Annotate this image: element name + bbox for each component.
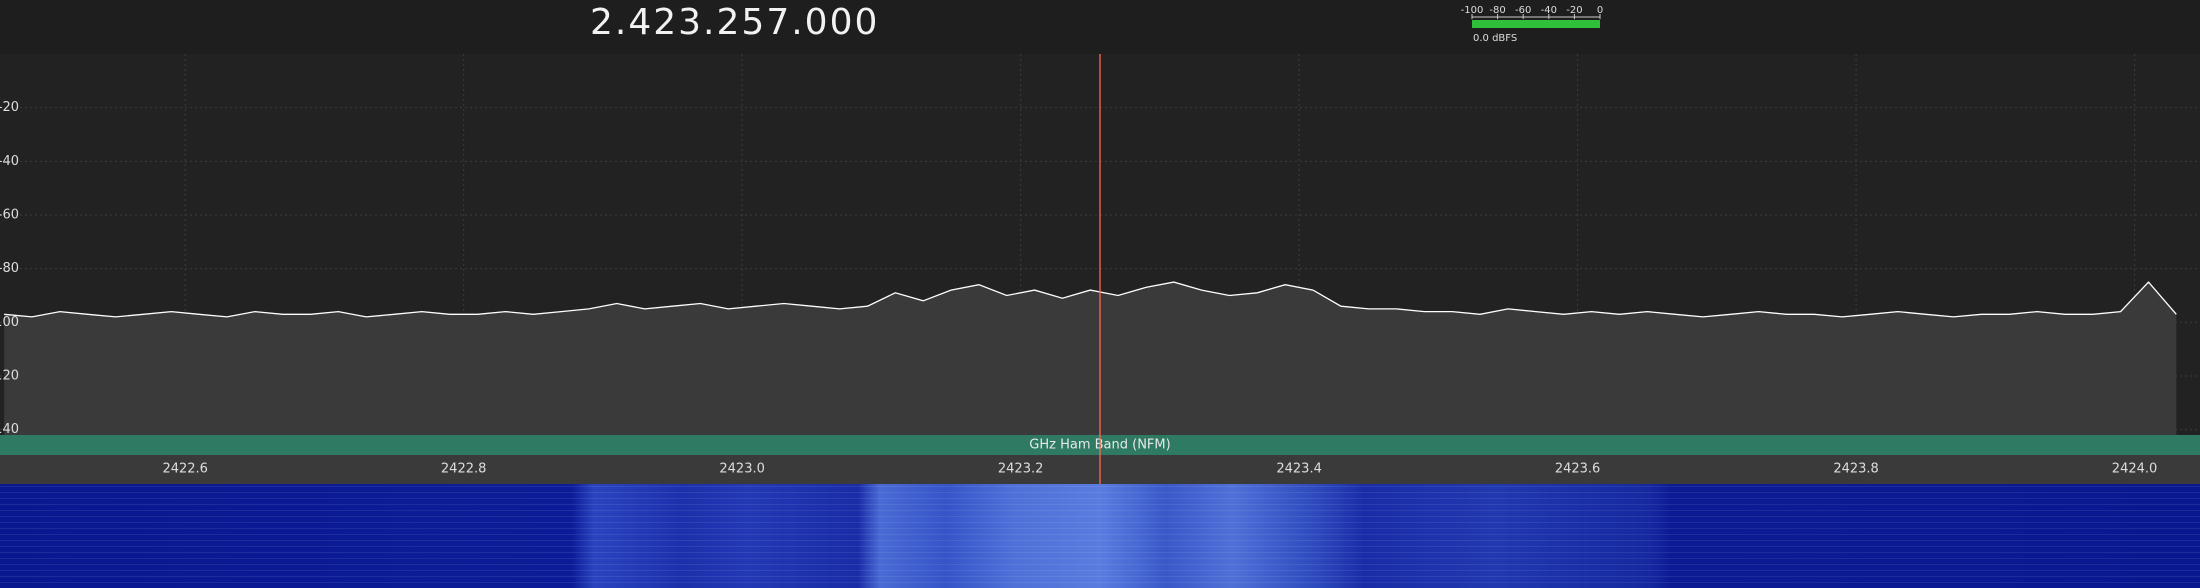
y-tick-label: -20 — [0, 100, 19, 115]
x-tick-label: 2422.8 — [441, 462, 487, 477]
level-tick-label: -20 — [1566, 5, 1582, 16]
level-bar — [1472, 20, 1600, 28]
level-tick-label: -80 — [1489, 5, 1505, 16]
x-tick-label: 2424.0 — [2112, 462, 2158, 477]
level-tick-label: -100 — [1461, 5, 1484, 16]
x-tick-label: 2423.4 — [1276, 462, 1322, 477]
x-tick-label: 2423.2 — [998, 462, 1044, 477]
y-tick-label: -100 — [0, 315, 19, 330]
x-tick-label: 2423.0 — [719, 462, 765, 477]
x-tick-label: 2423.8 — [1833, 462, 1879, 477]
y-tick-label: -140 — [0, 422, 19, 437]
y-tick-label: -60 — [0, 207, 19, 222]
frequency-display[interactable]: 2.423.257.000 — [590, 2, 879, 43]
x-tick-label: 2422.6 — [162, 462, 208, 477]
x-tick-label: 2423.6 — [1555, 462, 1601, 477]
top-bar — [0, 0, 2200, 54]
y-tick-label: -80 — [0, 261, 19, 276]
level-tick-label: 0 — [1597, 5, 1603, 16]
y-tick-label: -40 — [0, 154, 19, 169]
level-tick-label: -40 — [1541, 5, 1557, 16]
level-readout: 0.0 dBFS — [1473, 33, 1517, 44]
level-tick-label: -60 — [1515, 5, 1531, 16]
trace-fill — [4, 282, 2177, 435]
waterfall-rows — [0, 484, 2200, 588]
spectrum-trace — [4, 281, 2177, 318]
y-tick-label: -120 — [0, 368, 19, 383]
